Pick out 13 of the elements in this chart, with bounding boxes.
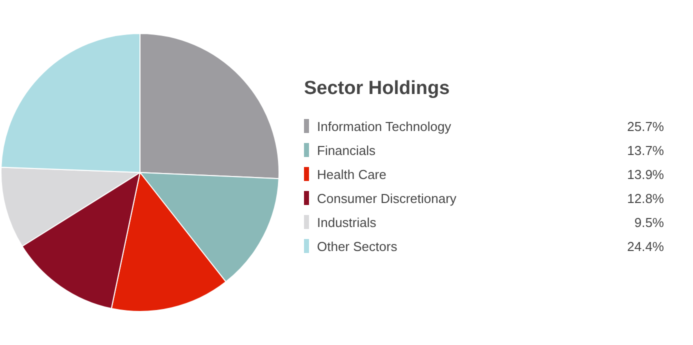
data-label: 24.4%	[627, 238, 664, 254]
data-label: 9.5%	[634, 214, 664, 230]
legend-title: Sector Holdings	[304, 78, 451, 100]
data-label: 13.9%	[627, 166, 664, 182]
legend-label: Financials	[317, 142, 377, 158]
legend-label: Industrials	[317, 214, 378, 230]
data-label: 25.7%	[627, 118, 664, 134]
data-label: 13.7%	[627, 142, 664, 158]
legend-label: Health Care	[317, 166, 388, 182]
legend-label: Other Sectors	[317, 238, 398, 254]
legend-label: Information Technology	[317, 118, 452, 134]
legend-label: Consumer Discretionary	[317, 190, 458, 206]
data-label: 12.8%	[627, 190, 664, 206]
